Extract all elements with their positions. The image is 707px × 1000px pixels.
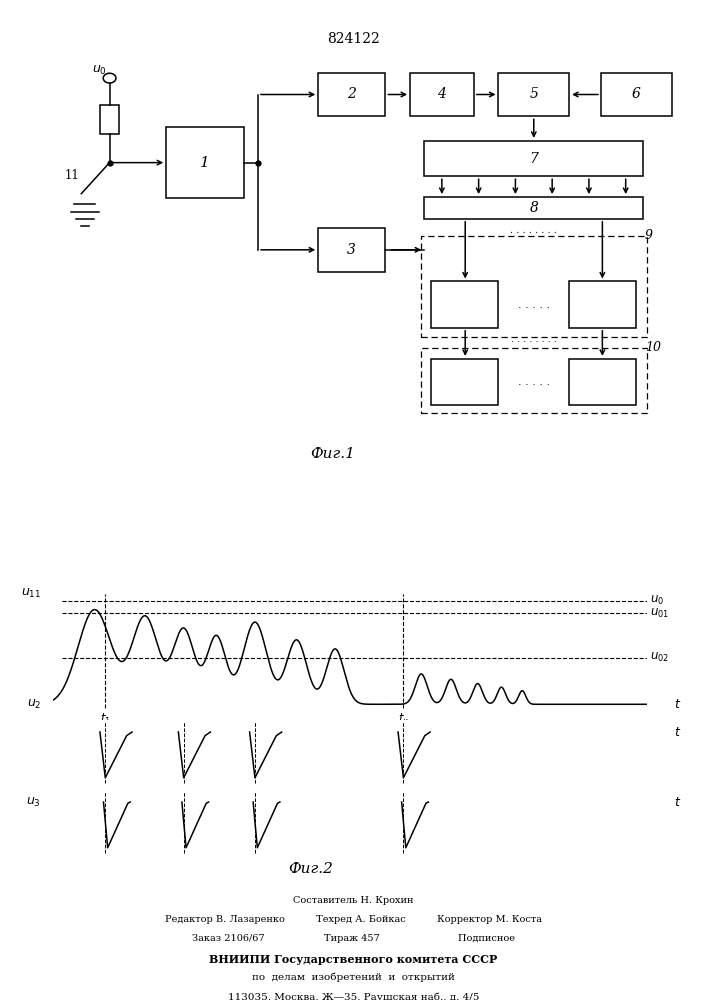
Text: 1: 1 <box>200 156 210 170</box>
Text: $t$: $t$ <box>674 726 681 739</box>
Bar <box>421 348 647 413</box>
Text: Редактор В. Лазаренко          Техред А. Бойкас          Корректор М. Коста: Редактор В. Лазаренко Техред А. Бойкас К… <box>165 915 542 924</box>
Bar <box>318 228 385 272</box>
Bar <box>410 73 474 116</box>
Text: по  делам  изобретений  и  открытий: по делам изобретений и открытий <box>252 973 455 982</box>
Text: 3: 3 <box>347 243 356 257</box>
Text: . . . . .: . . . . . <box>518 300 550 310</box>
Bar <box>424 141 643 176</box>
Bar <box>431 281 498 328</box>
Text: 7: 7 <box>530 152 538 166</box>
Text: 9: 9 <box>645 229 653 242</box>
Text: 113035, Москва, Ж—35, Раушская наб., д. 4/5: 113035, Москва, Ж—35, Раушская наб., д. … <box>228 992 479 1000</box>
Text: $u_3$: $u_3$ <box>26 795 41 809</box>
Text: $t_к$: $t_к$ <box>397 712 409 727</box>
Text: $t$: $t$ <box>674 796 681 809</box>
Text: 824122: 824122 <box>327 32 380 46</box>
Text: 6: 6 <box>632 88 641 102</box>
Bar <box>100 105 119 134</box>
Text: Заказ 2106/67                   Тираж 457                         Подписное: Заказ 2106/67 Тираж 457 Подписное <box>192 934 515 943</box>
Text: 2: 2 <box>347 88 356 102</box>
Text: Составитель Н. Крохин: Составитель Н. Крохин <box>293 896 414 905</box>
Text: $t_1$: $t_1$ <box>100 712 111 727</box>
Bar <box>569 359 636 405</box>
Text: $u_2$: $u_2$ <box>27 698 41 711</box>
Text: $u_0$: $u_0$ <box>650 594 664 607</box>
Text: . . . . . . . .: . . . . . . . . <box>510 226 557 235</box>
Bar <box>424 197 643 219</box>
Bar <box>498 73 569 116</box>
Bar <box>318 73 385 116</box>
Text: . . . . . . . .: . . . . . . . . <box>511 334 556 344</box>
Text: $u_{11}$: $u_{11}$ <box>21 587 41 600</box>
Text: . . . . .: . . . . . <box>518 377 550 387</box>
Bar <box>569 281 636 328</box>
Text: $u_{01}$: $u_{01}$ <box>650 607 669 620</box>
Text: 10: 10 <box>645 341 661 354</box>
Text: Фиг.1: Фиг.1 <box>310 447 355 461</box>
Text: 8: 8 <box>530 201 538 215</box>
Text: ВНИИПИ Государственного комитета СССР: ВНИИПИ Государственного комитета СССР <box>209 954 498 965</box>
Text: $u_{02}$: $u_{02}$ <box>650 651 669 664</box>
Bar <box>601 73 672 116</box>
Text: $u_0$: $u_0$ <box>92 63 107 77</box>
Bar <box>431 359 498 405</box>
Text: Фиг.2: Фиг.2 <box>288 862 334 876</box>
Bar <box>166 127 244 198</box>
Text: 5: 5 <box>530 88 538 102</box>
Text: 11: 11 <box>65 169 80 182</box>
Bar <box>421 236 647 337</box>
Text: 4: 4 <box>438 88 446 102</box>
Text: $t$: $t$ <box>674 698 681 711</box>
